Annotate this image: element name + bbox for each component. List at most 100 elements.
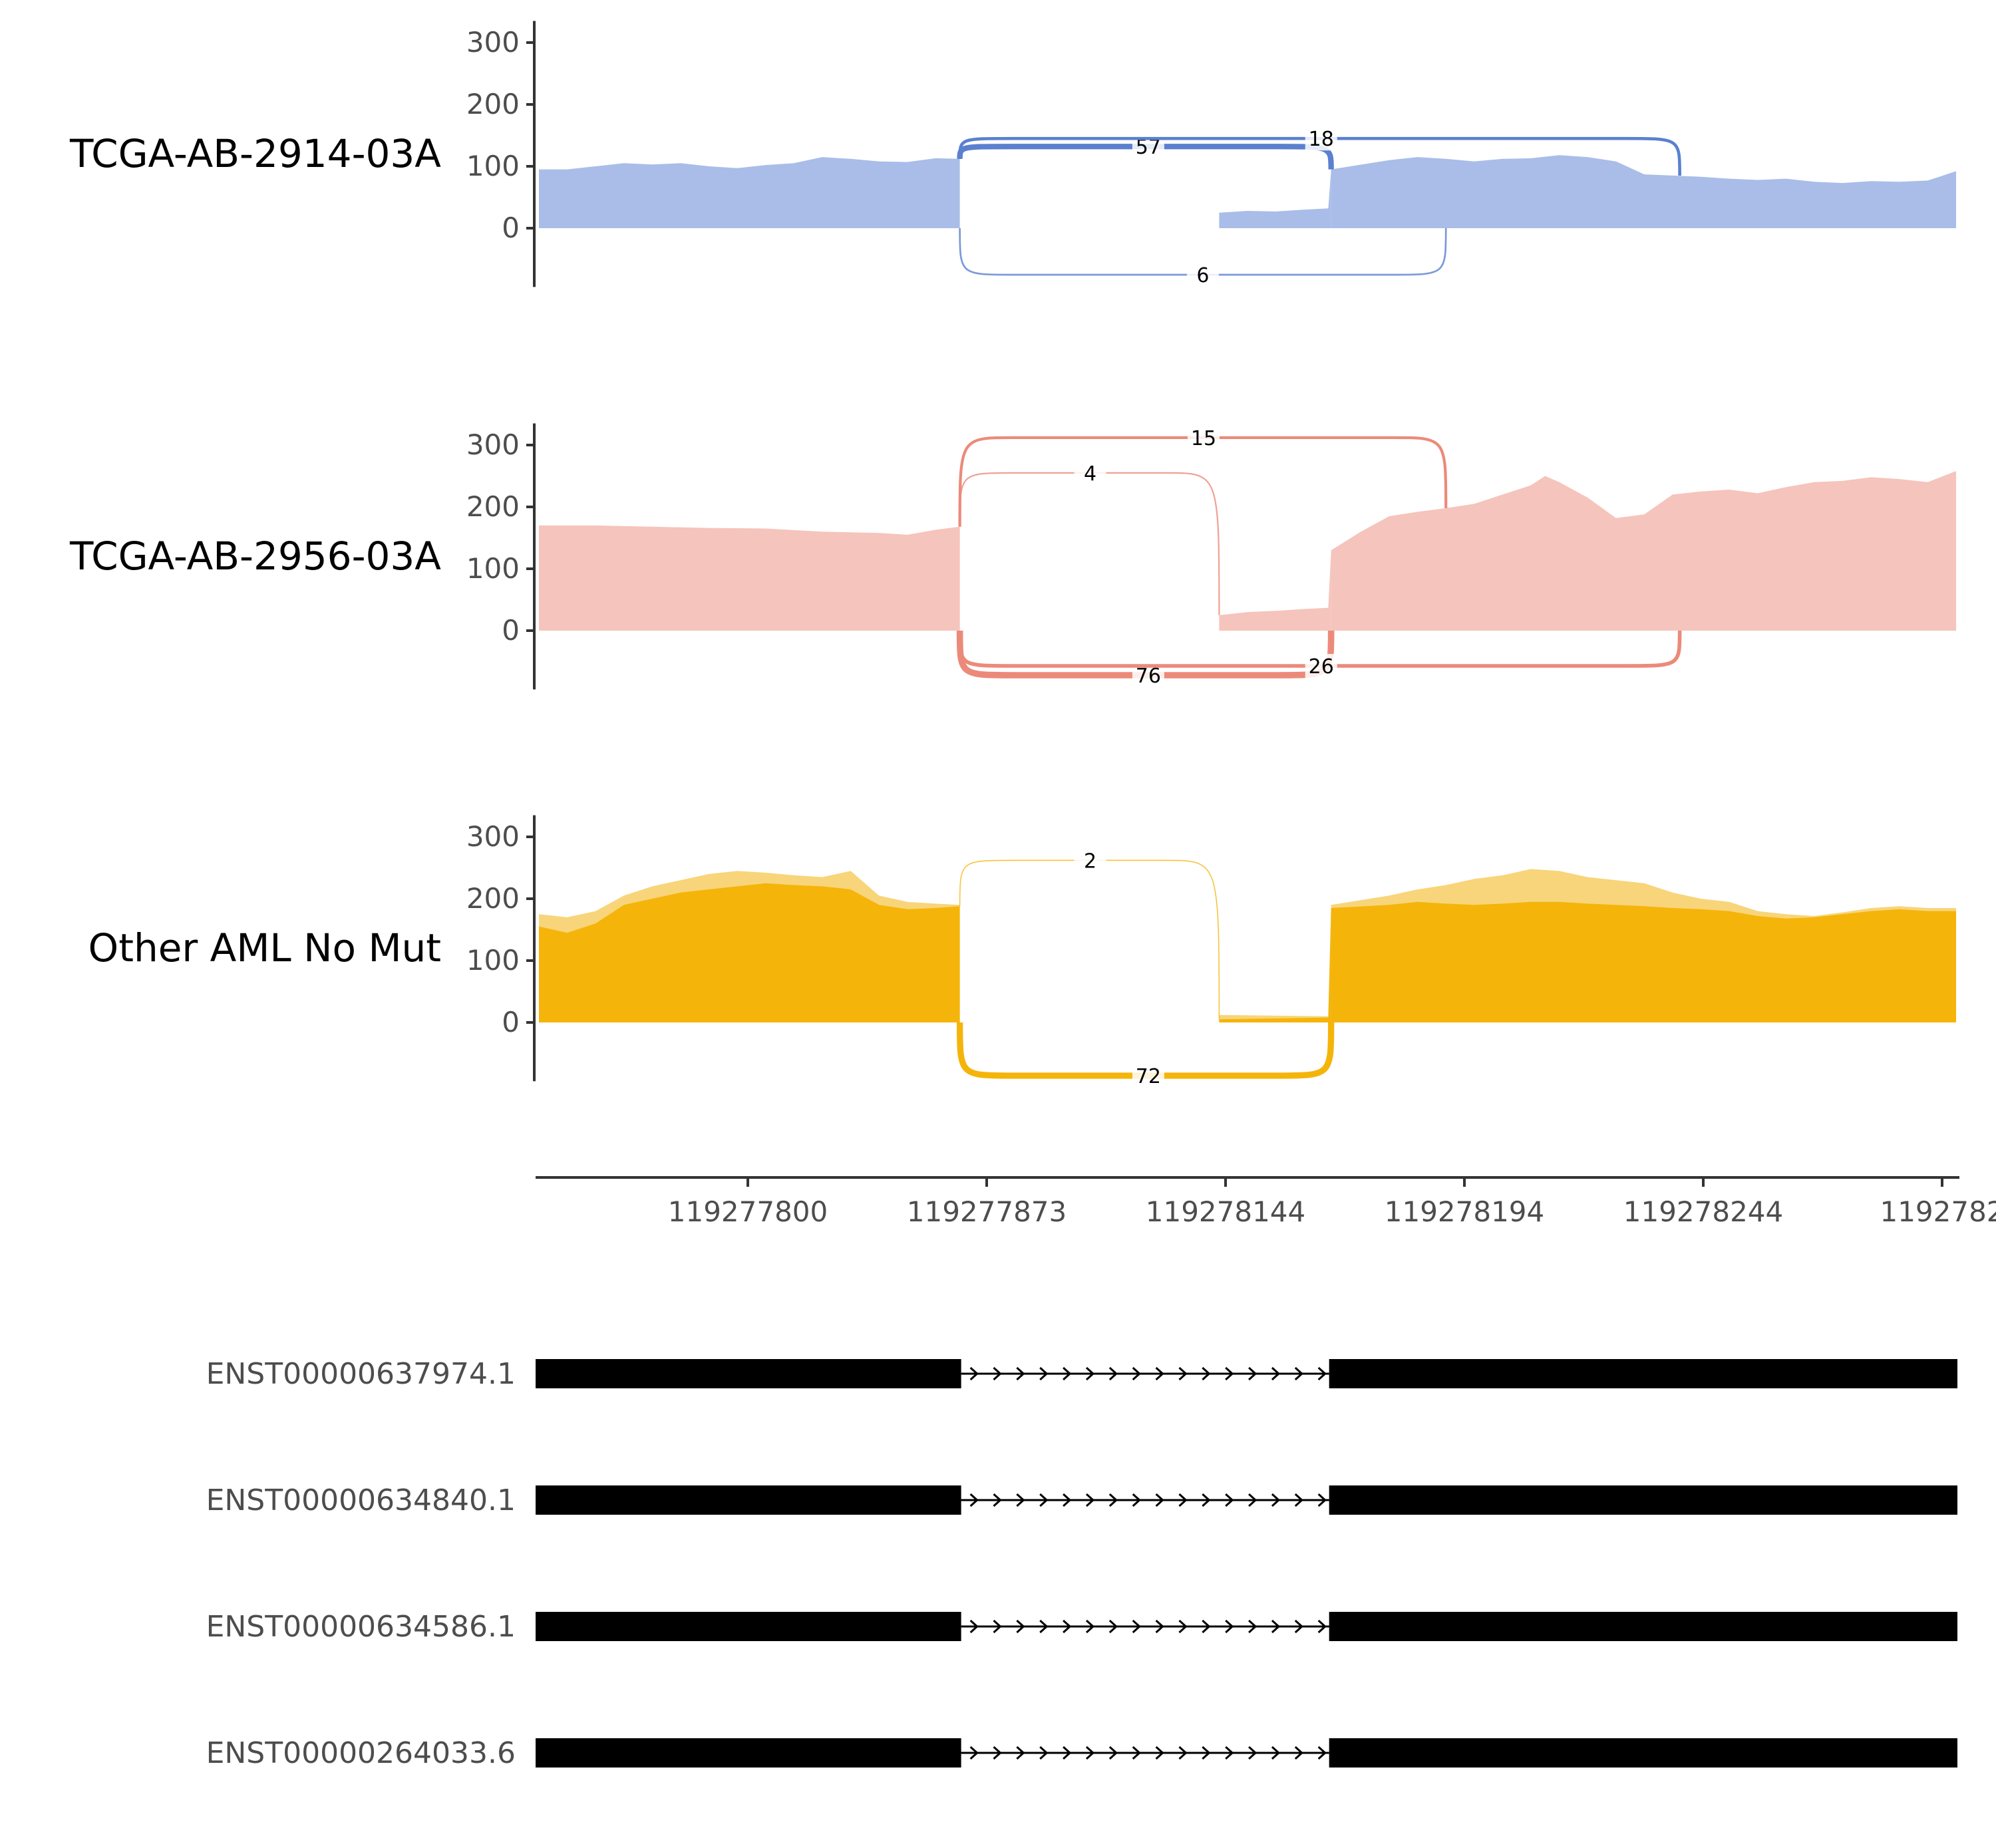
coverage-area xyxy=(539,525,960,631)
junction-arc xyxy=(959,472,1220,615)
y-tick-label: 0 xyxy=(502,614,520,647)
x-tick-label: 119277873 xyxy=(907,1195,1067,1228)
strand-arrow-icon xyxy=(1132,1746,1141,1760)
strand-arrow-icon xyxy=(1063,1366,1072,1381)
strand-arrow-icon xyxy=(1108,1493,1118,1507)
coverage-area xyxy=(1219,169,1331,228)
track-label: TCGA-AB-2914-03A xyxy=(69,131,441,176)
track-label: TCGA-AB-2956-03A xyxy=(69,534,441,579)
junction-arc xyxy=(957,144,1334,170)
strand-arrow-icon xyxy=(1155,1493,1164,1507)
junction-label-bg xyxy=(1305,126,1337,151)
strand-arrow-icon xyxy=(1085,1746,1095,1760)
transcript-row: ENST00000264033.6 xyxy=(206,1736,1957,1770)
strand-arrow-icon xyxy=(1063,1746,1072,1760)
junction-arc xyxy=(959,859,1220,1020)
transcript-row: ENST00000634586.1 xyxy=(206,1610,1957,1644)
strand-arrow-icon xyxy=(1178,1746,1188,1760)
junction-count-label: 72 xyxy=(1136,1065,1161,1088)
track-label: Other AML No Mut xyxy=(88,925,441,971)
strand-arrow-icon xyxy=(1108,1746,1118,1760)
strand-arrow-icon xyxy=(1294,1366,1304,1381)
exon-block xyxy=(1329,1485,1957,1515)
strand-arrow-icon xyxy=(1202,1619,1211,1634)
strand-arrow-icon xyxy=(1085,1493,1095,1507)
y-tick-label: 200 xyxy=(466,882,520,915)
junction-label-bg xyxy=(1074,848,1106,873)
strand-arrow-icon xyxy=(1016,1493,1025,1507)
exon-block xyxy=(1329,1738,1957,1768)
strand-arrow-icon xyxy=(993,1366,1002,1381)
y-tick-label: 300 xyxy=(466,26,520,59)
coverage-area xyxy=(1219,550,1331,631)
transcript-id-label: ENST00000634586.1 xyxy=(206,1610,516,1644)
junction-count-label: 18 xyxy=(1309,128,1334,151)
coverage-area xyxy=(1331,901,1956,1022)
x-tick-label: 119278144 xyxy=(1146,1195,1306,1228)
x-tick-label: 1192782 xyxy=(1880,1195,1996,1228)
strand-arrow-icon xyxy=(1225,1366,1234,1381)
exon-block xyxy=(1329,1612,1957,1641)
strand-arrow-icon xyxy=(1108,1366,1118,1381)
coverage-area xyxy=(1219,908,1331,1022)
y-tick-label: 0 xyxy=(502,1006,520,1038)
junction-label-bg xyxy=(1186,263,1219,287)
coverage-area xyxy=(1331,155,1956,228)
coverage-area xyxy=(539,157,960,228)
strand-arrow-icon xyxy=(1225,1746,1234,1760)
junction-count-label: 6 xyxy=(1196,264,1209,287)
strand-arrow-icon xyxy=(1202,1746,1211,1760)
strand-arrow-icon xyxy=(969,1746,979,1760)
exon-block xyxy=(1329,1359,1957,1388)
transcript-models: ENST00000637974.1 ENST00000634840.1 ENST00… xyxy=(206,1357,1957,1770)
strand-arrow-icon xyxy=(1063,1619,1072,1634)
y-tick-label: 200 xyxy=(466,88,520,120)
strand-arrow-icon xyxy=(1178,1493,1188,1507)
y-tick-label: 100 xyxy=(466,944,520,977)
strand-arrow-icon xyxy=(1294,1746,1304,1760)
strand-arrow-icon xyxy=(1155,1366,1164,1381)
strand-arrow-icon xyxy=(1039,1366,1049,1381)
strand-arrow-icon xyxy=(1108,1619,1118,1634)
y-tick-label: 300 xyxy=(466,428,520,461)
strand-arrow-icon xyxy=(1178,1366,1188,1381)
strand-arrow-icon xyxy=(1155,1746,1164,1760)
coverage-area xyxy=(1331,471,1956,631)
x-axis: 119277800 119277873 119278144 119278194 1192… xyxy=(536,1176,1996,1228)
strand-arrow-icon xyxy=(1063,1493,1072,1507)
strand-arrow-icon xyxy=(1039,1746,1049,1760)
junction-count-label: 15 xyxy=(1191,427,1216,450)
transcript-id-label: ENST00000637974.1 xyxy=(206,1357,516,1391)
track-panel: TCGA-AB-2956-03A 0 100 200 300 15 4 76 26 xyxy=(69,423,1956,690)
strand-arrow-icon xyxy=(1294,1619,1304,1634)
strand-arrow-icon xyxy=(1016,1619,1025,1634)
strand-arrow-icon xyxy=(1317,1366,1327,1381)
strand-arrow-icon xyxy=(1225,1493,1234,1507)
strand-arrow-icon xyxy=(1271,1366,1281,1381)
y-tick-label: 100 xyxy=(466,552,520,585)
strand-arrow-icon xyxy=(1085,1366,1095,1381)
strand-arrow-icon xyxy=(1016,1746,1025,1760)
junction-count-label: 4 xyxy=(1084,462,1096,486)
strand-arrow-icon xyxy=(1016,1366,1025,1381)
y-tick-label: 0 xyxy=(502,212,520,244)
exon-block xyxy=(536,1738,961,1768)
strand-arrow-icon xyxy=(1225,1619,1234,1634)
x-tick-label: 119277800 xyxy=(668,1195,828,1228)
exon-block xyxy=(536,1485,961,1515)
track-panel: Other AML No Mut 0 100 200 300 2 72 xyxy=(88,815,1956,1088)
strand-arrow-icon xyxy=(1202,1493,1211,1507)
coverage-upper-area xyxy=(1219,905,1331,1022)
junction-count-label: 26 xyxy=(1309,655,1334,679)
junction-count-label: 2 xyxy=(1084,849,1096,873)
x-tick-label: 119278244 xyxy=(1623,1195,1784,1228)
strand-arrow-icon xyxy=(1248,1493,1257,1507)
y-tick-label: 200 xyxy=(466,490,520,523)
transcript-id-label: ENST00000634840.1 xyxy=(206,1483,516,1517)
strand-arrow-icon xyxy=(969,1366,979,1381)
strand-arrow-icon xyxy=(993,1619,1002,1634)
strand-arrow-icon xyxy=(1039,1493,1049,1507)
strand-arrow-icon xyxy=(1271,1493,1281,1507)
